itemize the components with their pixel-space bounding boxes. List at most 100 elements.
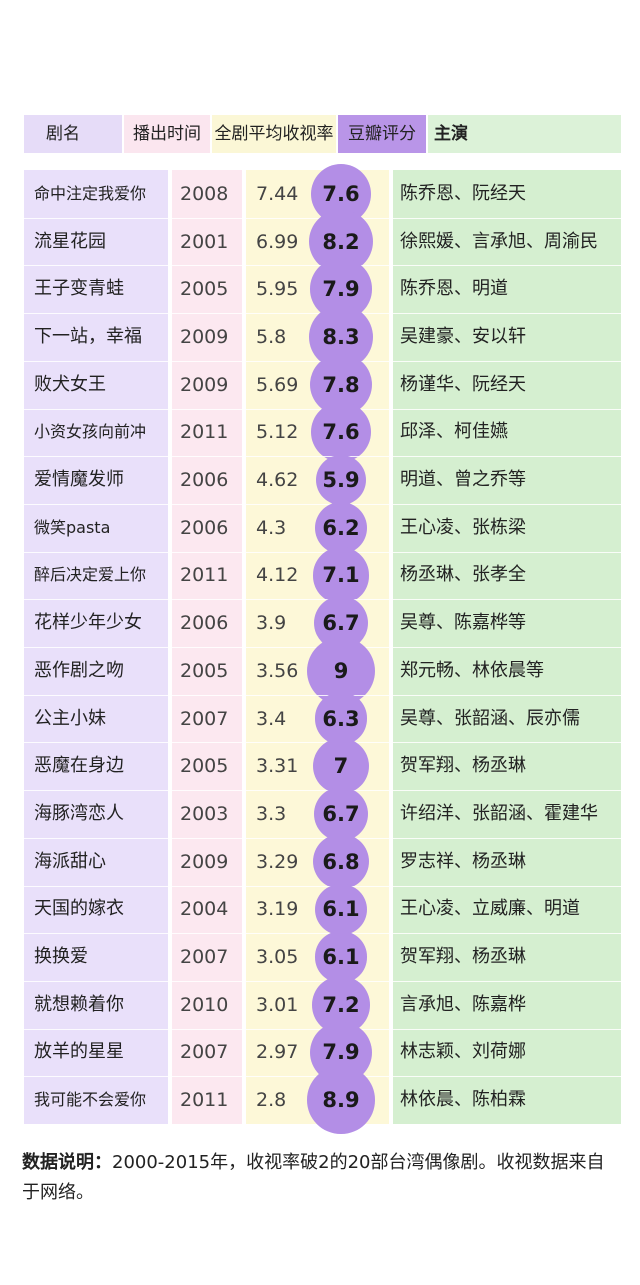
cast-list: 林志颖、刘荷娜: [400, 1041, 526, 1063]
avg-rating: 5.12: [256, 421, 299, 444]
avg-rating: 3.05: [256, 946, 299, 969]
air-year: 2005: [180, 659, 229, 682]
row-divider: [24, 790, 621, 791]
drama-name: 爱情魔发师: [34, 469, 124, 491]
header-name: 剧名: [24, 115, 122, 153]
douban-score-bubble: 8.9: [307, 1066, 375, 1134]
douban-score-bubble: 6.2: [315, 501, 367, 554]
drama-name: 就想赖着你: [34, 993, 124, 1015]
avg-rating: 5.8: [256, 325, 287, 348]
douban-score-bubble: 6.3: [314, 692, 368, 745]
avg-rating: 7.44: [256, 182, 299, 205]
header-cast: 主演: [428, 115, 621, 153]
cast-list: 吴尊、陈嘉桦等: [400, 612, 526, 634]
douban-score-bubble: 5.9: [316, 455, 366, 506]
avg-rating: 3.9: [256, 612, 287, 635]
douban-score-bubble: 7: [312, 738, 370, 795]
drama-name: 小资女孩向前冲: [34, 422, 147, 442]
drama-name: 败犬女王: [34, 373, 106, 395]
header-air-date: 播出时间: [124, 115, 210, 153]
air-year: 2006: [180, 612, 229, 635]
cast-list: 杨谨华、阮经天: [400, 373, 526, 395]
douban-score-bubble: 6.1: [315, 931, 367, 983]
drama-name: 公主小妹: [34, 707, 106, 729]
cast-list: 林依晨、陈柏霖: [400, 1089, 526, 1111]
avg-rating: 3.56: [256, 659, 299, 682]
douban-score-bubble: 6.1: [315, 883, 367, 935]
cast-list: 邱泽、柯佳嬿: [400, 421, 508, 443]
drama-name: 海豚湾恋人: [34, 802, 124, 824]
douban-score-bubble: 6.7: [313, 786, 369, 842]
air-year: 2011: [180, 1089, 229, 1112]
table-header: 剧名 播出时间 全剧平均收视率 豆瓣评分 主演: [0, 115, 640, 153]
douban-score-bubble: 7.6: [311, 402, 371, 463]
air-year: 2005: [180, 278, 229, 301]
row-divider: [24, 886, 621, 887]
drama-name: 王子变青蛙: [34, 278, 124, 300]
air-year: 2003: [180, 802, 229, 825]
drama-name: 我可能不会爱你: [34, 1090, 147, 1110]
cast-list: 贺军翔、杨丞琳: [400, 946, 526, 968]
avg-rating: 4.3: [256, 516, 287, 539]
cast-list: 吴建豪、安以轩: [400, 325, 526, 347]
row-divider: [24, 742, 621, 743]
air-year: 2009: [180, 325, 229, 348]
drama-name: 放羊的星星: [34, 1041, 124, 1063]
avg-rating: 5.69: [256, 373, 299, 396]
avg-rating: 3.31: [256, 755, 299, 778]
douban-score-bubble: 7.2: [312, 975, 370, 1034]
avg-rating: 3.3: [256, 802, 287, 825]
air-year: 2011: [180, 421, 229, 444]
row-divider: [24, 456, 621, 457]
air-year: 2001: [180, 230, 229, 253]
avg-rating: 5.95: [256, 278, 299, 301]
air-year: 2009: [180, 850, 229, 873]
cast-list: 王心凌、张栋梁: [400, 516, 526, 538]
cast-list: 徐熙媛、言承旭、周渝民: [400, 230, 598, 252]
drama-name: 天国的嫁衣: [34, 898, 124, 920]
avg-rating: 2.8: [256, 1089, 287, 1112]
avg-rating: 4.62: [256, 469, 299, 492]
data-note: 数据说明：2000-2015年，收视率破2的20部台湾偶像剧。收视数据来自于网络…: [22, 1148, 622, 1208]
avg-rating: 3.29: [256, 850, 299, 873]
drama-name: 醉后决定爱上你: [34, 565, 147, 585]
drama-name: 恶魔在身边: [34, 755, 124, 777]
row-divider: [24, 599, 621, 600]
avg-rating: 6.99: [256, 230, 299, 253]
douban-score-bubble: 7.1: [312, 546, 370, 604]
air-year: 2007: [180, 707, 229, 730]
row-divider: [24, 695, 621, 696]
cast-list: 明道、曾之乔等: [400, 469, 526, 491]
air-year: 2011: [180, 564, 229, 587]
air-year: 2007: [180, 946, 229, 969]
avg-rating: 3.19: [256, 898, 299, 921]
air-year: 2006: [180, 516, 229, 539]
drama-name: 恶作剧之吻: [34, 659, 124, 681]
drama-name: 换换爱: [34, 946, 88, 968]
drama-name: 微笑pasta: [34, 517, 111, 537]
cast-list: 吴尊、张韶涵、辰亦儒: [400, 707, 580, 729]
avg-rating: 2.97: [256, 1041, 299, 1064]
cast-list: 陈乔恩、明道: [400, 278, 508, 300]
cast-list: 贺军翔、杨丞琳: [400, 755, 526, 777]
air-year: 2009: [180, 373, 229, 396]
avg-rating: 3.01: [256, 993, 299, 1016]
cast-list: 陈乔恩、阮经天: [400, 182, 526, 204]
douban-score-bubble: 6.8: [313, 834, 369, 890]
cast-list: 许绍洋、张韶涵、霍建华: [400, 802, 598, 824]
drama-name: 命中注定我爱你: [34, 183, 147, 203]
air-year: 2006: [180, 469, 229, 492]
avg-rating: 3.4: [256, 707, 287, 730]
row-divider: [24, 838, 621, 839]
header-douban-score: 豆瓣评分: [338, 115, 426, 153]
row-divider: [24, 504, 621, 505]
air-year: 2010: [180, 993, 229, 1016]
avg-rating: 4.12: [256, 564, 299, 587]
note-label: 数据说明：: [22, 1152, 112, 1173]
air-year: 2007: [180, 1041, 229, 1064]
air-year: 2004: [180, 898, 229, 921]
drama-name: 海派甜心: [34, 850, 106, 872]
drama-name: 流星花园: [34, 230, 106, 252]
cast-list: 罗志祥、杨丞琳: [400, 850, 526, 872]
note-text: 2000-2015年，收视率破2的20部台湾偶像剧。收视数据来自于网络。: [22, 1152, 605, 1203]
